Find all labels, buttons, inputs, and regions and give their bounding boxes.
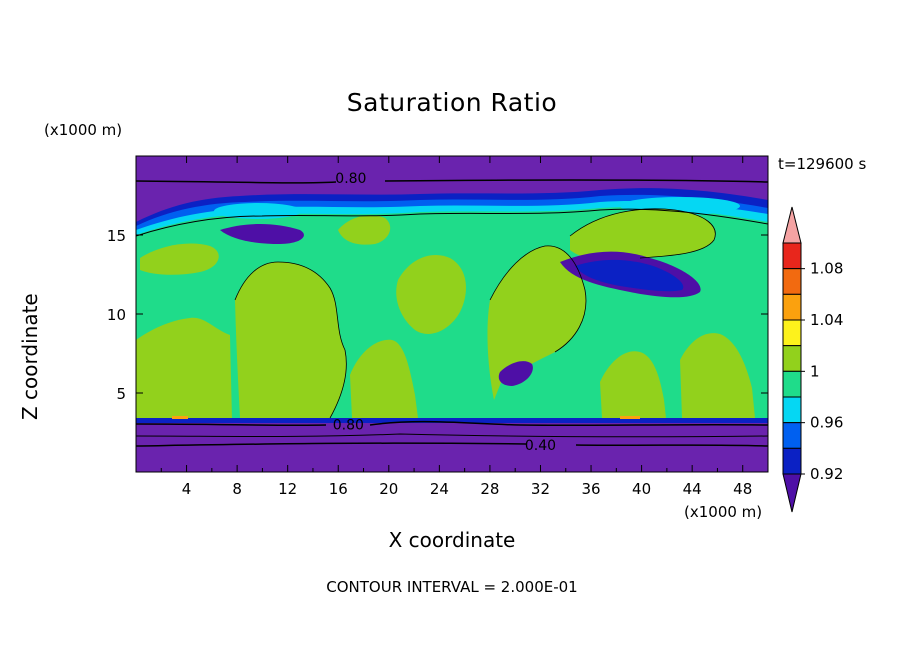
colorbar-top-arrow bbox=[782, 206, 802, 244]
colorbar-swatch bbox=[782, 370, 802, 398]
lower-purple-layer bbox=[136, 423, 768, 472]
lower-blue-layer bbox=[136, 418, 768, 424]
colorbar-swatch bbox=[782, 447, 802, 475]
colorbar-swatch bbox=[782, 242, 802, 270]
colorbar-swatch bbox=[782, 293, 802, 321]
x-tick-label: 20 bbox=[379, 480, 398, 498]
contour-label: 0.80 bbox=[333, 418, 364, 434]
y-unit-label: (x1000 m) bbox=[44, 121, 123, 139]
colorbar-swatch bbox=[782, 268, 802, 295]
contour-line-0-80-top bbox=[136, 179, 768, 184]
colorbar-swatch bbox=[782, 422, 802, 449]
cloud-dry-patch bbox=[220, 224, 304, 244]
x-tick-label: 32 bbox=[531, 480, 550, 498]
cloud-patch bbox=[214, 203, 302, 219]
contour-label: 0.80 bbox=[335, 171, 366, 187]
cloud-green-10 bbox=[140, 243, 219, 275]
contour-line-0-80-low bbox=[136, 420, 768, 427]
x-unit-label: (x1000 m) bbox=[684, 503, 763, 521]
x-tick-label: 48 bbox=[733, 480, 752, 498]
cloud-green-5 bbox=[487, 245, 586, 400]
cloud-green-6 bbox=[570, 208, 716, 260]
contour-line-cloud bbox=[569, 208, 716, 259]
contour-label: 0.40 bbox=[525, 438, 556, 454]
contour-line-upper bbox=[136, 208, 768, 237]
warm-spot bbox=[172, 416, 188, 419]
colorbar-label: 1 bbox=[810, 362, 820, 380]
cloud-green-9 bbox=[338, 215, 391, 245]
x-tick-label: 40 bbox=[632, 480, 651, 498]
colorbar-swatch bbox=[782, 345, 802, 372]
x-ticks: 4 8 12 16 20 24 28 32 36 40 44 48 bbox=[160, 156, 752, 498]
x-tick-label: 12 bbox=[278, 480, 297, 498]
cloud-green-7 bbox=[600, 351, 666, 418]
time-label: t=129600 s bbox=[778, 155, 867, 173]
y-tick-label: 15 bbox=[107, 227, 126, 245]
x-tick-label: 36 bbox=[581, 480, 600, 498]
cloud-dry-patch bbox=[575, 259, 684, 292]
colorbar-label: 1.04 bbox=[810, 311, 843, 329]
colorbar-label: 0.96 bbox=[810, 414, 843, 432]
colorbar-label: 1.08 bbox=[810, 260, 843, 278]
x-tick-label: 4 bbox=[182, 480, 192, 498]
x-tick-label: 8 bbox=[232, 480, 242, 498]
contour-line-cloud bbox=[234, 261, 347, 419]
contour-line-0-40 bbox=[136, 442, 768, 447]
chart-title: Saturation Ratio bbox=[346, 88, 558, 117]
colorbar-swatch bbox=[782, 396, 802, 424]
colorbar: 1.08 1.04 1 0.96 0.92 bbox=[782, 206, 843, 513]
contour-field bbox=[136, 156, 768, 472]
contour-line-0-60 bbox=[136, 433, 768, 438]
warm-spot bbox=[620, 416, 640, 419]
x-tick-label: 28 bbox=[480, 480, 499, 498]
cloud-green-1 bbox=[136, 317, 232, 420]
x-tick-label: 16 bbox=[329, 480, 348, 498]
colorbar-swatch bbox=[782, 319, 802, 347]
x-tick-label: 24 bbox=[430, 480, 449, 498]
y-tick-label: 10 bbox=[107, 306, 126, 324]
cloud-green-4 bbox=[396, 254, 466, 334]
colorbar-bottom-arrow bbox=[782, 473, 802, 513]
x-axis-label: X coordinate bbox=[388, 528, 516, 552]
cloud-green-8 bbox=[680, 333, 755, 418]
contour-line-cloud bbox=[489, 245, 587, 353]
x-tick-label: 44 bbox=[683, 480, 702, 498]
y-tick-label: 5 bbox=[116, 385, 126, 403]
contour-labels: 0.80 0.80 0.40 bbox=[333, 171, 556, 454]
y-ticks: 5 10 15 bbox=[107, 227, 768, 403]
colorbar-label: 0.92 bbox=[810, 465, 843, 483]
cloud-green-3 bbox=[350, 339, 418, 418]
cloud-green-2 bbox=[235, 262, 347, 418]
cloud-dry-patch bbox=[498, 361, 533, 386]
contour-interval-note: CONTOUR INTERVAL = 2.000E-01 bbox=[326, 578, 578, 596]
